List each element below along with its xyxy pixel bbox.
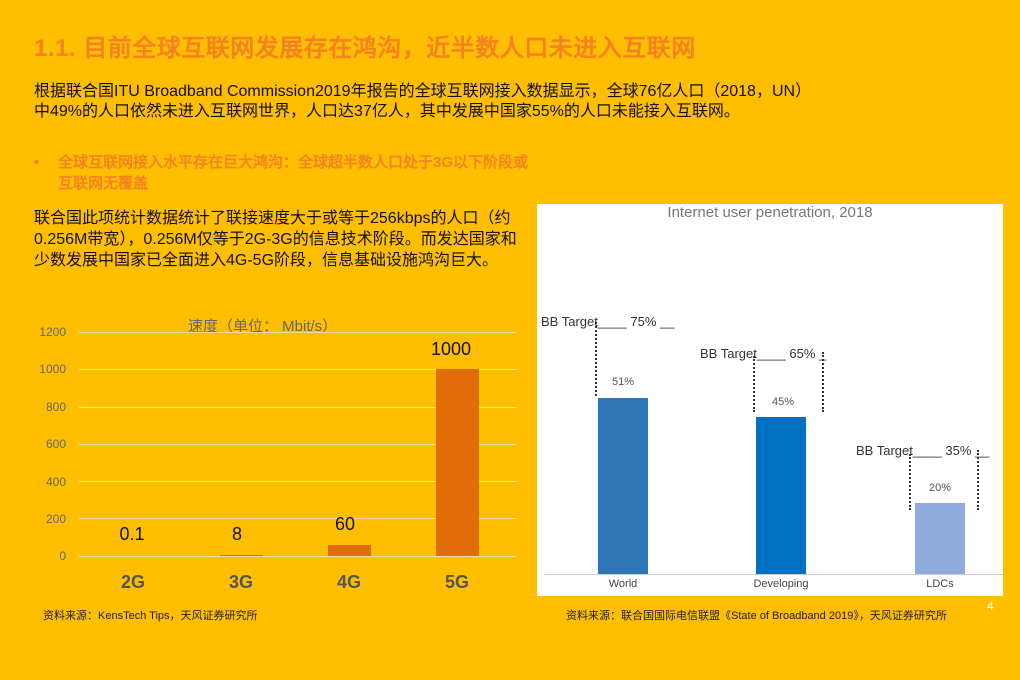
gridline — [79, 407, 516, 408]
page-number: 4 — [987, 599, 994, 613]
gridline — [79, 556, 516, 557]
y-tick: 200 — [45, 512, 66, 526]
gridline — [79, 369, 516, 370]
y-tick: 400 — [45, 475, 66, 489]
x-label-2g: 2G — [120, 572, 145, 592]
x-label-5g: 5G — [444, 572, 469, 592]
y-tick: 0 — [59, 549, 66, 563]
intro-line-2: 中49%的人口依然未进入互联网世界，人口达37亿人，其中发展中国家55%的人口未… — [34, 103, 740, 120]
target-dotted-line — [977, 450, 979, 510]
y-tick: 600 — [45, 437, 66, 451]
intro-line-1: 根据联合国ITU Broadband Commission2019年报告的全球互… — [34, 83, 812, 100]
source-note-right: 资料来源：联合国国际电信联盟《State of Broadband 2019》，… — [566, 610, 947, 622]
y-tick: 800 — [45, 400, 66, 414]
gridline — [79, 481, 516, 482]
target-dotted-line — [822, 352, 824, 412]
chart-title: Internet user penetration, 2018 — [667, 204, 873, 221]
x-axis-line — [544, 574, 1003, 575]
chart-title: 速度（单位： Mbit/s） — [188, 318, 338, 335]
target-dotted-line — [753, 356, 755, 412]
speed-bar-chart: 速度（单位： Mbit/s） 1200 1000 800 600 400 200… — [20, 310, 525, 600]
target-dotted-line — [595, 322, 597, 396]
x-label-world: World — [608, 578, 638, 590]
bar-3g — [220, 555, 263, 556]
penetration-bar-chart: Internet user penetration, 2018 BB Targe… — [537, 204, 1003, 596]
intro-paragraph: 根据联合国ITU Broadband Commission2019年报告的全球互… — [34, 82, 994, 122]
description-paragraph: 联合国此项统计数据统计了联接速度大于或等于256kbps的人口（约0.256M带… — [34, 210, 517, 269]
value-label-4g: 60 — [334, 514, 356, 534]
y-tick: 1200 — [39, 325, 66, 339]
bb-target-developing-label: BB Target____ 65% _ — [700, 346, 827, 361]
value-label-3g: 8 — [231, 524, 242, 544]
key-point-text: 全球互联网接入水平存在巨大鸿沟：全球超半数人口处于3G以下阶段或互联网无覆盖 — [58, 154, 529, 192]
y-tick: 1000 — [39, 362, 66, 376]
gridline — [79, 332, 516, 333]
gridline — [79, 518, 516, 519]
key-point: • 全球互联网接入水平存在巨大鸿沟：全球超半数人口处于3G以下阶段或互联网无覆盖 — [34, 152, 534, 194]
value-label-world: 51% — [611, 376, 635, 388]
x-label-4g: 4G — [336, 572, 361, 592]
source-note-left: 资料来源：KensTech Tips，天风证券研究所 — [43, 610, 258, 622]
bar-5g — [436, 369, 479, 556]
value-label-2g: 0.1 — [119, 524, 145, 544]
bar-world — [598, 398, 648, 574]
x-label-ldcs: LDCs — [926, 578, 954, 590]
page-title: 1.1. 目前全球互联网发展存在鸿沟，近半数人口未进入互联网 — [34, 35, 696, 62]
value-label-5g: 1000 — [430, 339, 472, 359]
bullet-icon: • — [34, 154, 40, 171]
bb-target-world-label: BB Target____ 75% __ — [541, 314, 675, 329]
target-dotted-line — [909, 454, 911, 510]
gridline — [79, 444, 516, 445]
bar-developing — [756, 417, 806, 574]
value-label-ldcs: 20% — [928, 482, 952, 494]
bar-4g — [328, 545, 371, 556]
bb-target-ldcs-label: BB Target____ 35% __ — [856, 443, 990, 458]
value-label-developing: 45% — [771, 396, 795, 408]
x-label-developing: Developing — [753, 578, 809, 590]
x-label-3g: 3G — [228, 572, 253, 592]
bar-ldcs — [915, 503, 965, 574]
